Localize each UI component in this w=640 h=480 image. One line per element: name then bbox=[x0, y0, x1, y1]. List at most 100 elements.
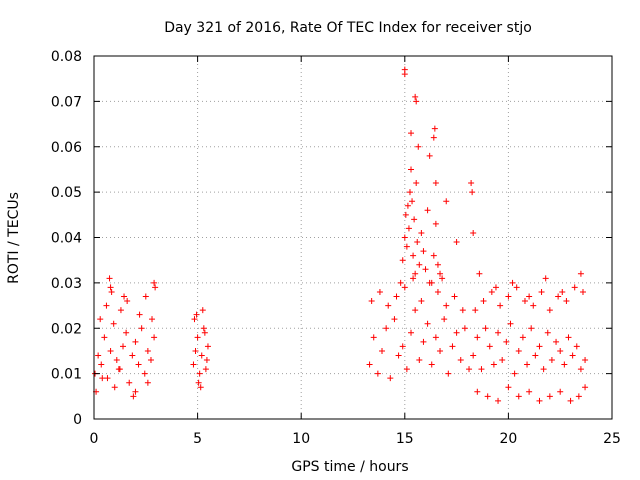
data-point bbox=[441, 316, 448, 323]
data-point bbox=[97, 316, 104, 323]
data-point bbox=[135, 361, 142, 368]
data-point bbox=[95, 352, 102, 359]
data-point bbox=[136, 311, 143, 318]
data-point bbox=[569, 352, 576, 359]
x-tick-label: 15 bbox=[396, 431, 414, 447]
data-point bbox=[404, 202, 411, 209]
data-point bbox=[370, 334, 377, 341]
data-point bbox=[515, 393, 522, 400]
data-point bbox=[577, 270, 584, 277]
data-point bbox=[195, 379, 202, 386]
data-point bbox=[151, 279, 158, 286]
data-point bbox=[430, 252, 437, 259]
data-point bbox=[408, 166, 415, 173]
data-point bbox=[563, 298, 570, 305]
data-point bbox=[103, 302, 110, 309]
data-point bbox=[559, 288, 566, 295]
data-point bbox=[484, 393, 491, 400]
data-point bbox=[557, 347, 564, 354]
data-point bbox=[192, 347, 199, 354]
data-point bbox=[445, 370, 452, 377]
data-point bbox=[492, 284, 499, 291]
data-point bbox=[412, 307, 419, 314]
data-point bbox=[200, 325, 207, 332]
data-point bbox=[571, 284, 578, 291]
data-point bbox=[439, 275, 446, 282]
data-point bbox=[532, 352, 539, 359]
data-point bbox=[101, 334, 108, 341]
data-point bbox=[478, 366, 485, 373]
data-point bbox=[469, 189, 476, 196]
data-point bbox=[466, 366, 473, 373]
data-point bbox=[408, 130, 415, 137]
data-point bbox=[432, 220, 439, 227]
data-point bbox=[561, 361, 568, 368]
grid-lines bbox=[94, 56, 612, 419]
data-point bbox=[443, 198, 450, 205]
data-point bbox=[379, 347, 386, 354]
y-tick-label: 0.05 bbox=[51, 185, 82, 201]
data-point bbox=[190, 361, 197, 368]
data-point bbox=[197, 384, 204, 391]
data-point bbox=[457, 357, 464, 364]
data-point bbox=[546, 393, 553, 400]
data-point bbox=[399, 343, 406, 350]
data-point bbox=[132, 338, 139, 345]
data-point bbox=[202, 366, 209, 373]
x-tick-label: 20 bbox=[499, 431, 517, 447]
data-point bbox=[495, 329, 502, 336]
data-point bbox=[546, 307, 553, 314]
y-tick-label: 0.02 bbox=[51, 321, 82, 337]
data-point bbox=[99, 375, 106, 382]
data-point bbox=[111, 384, 118, 391]
data-point bbox=[129, 352, 136, 359]
y-tick-label: 0.04 bbox=[51, 231, 82, 247]
data-point bbox=[413, 180, 420, 187]
data-point bbox=[499, 357, 506, 364]
data-point bbox=[542, 275, 549, 282]
data-point bbox=[567, 397, 574, 404]
data-point bbox=[410, 275, 417, 282]
data-point bbox=[519, 334, 526, 341]
data-point bbox=[526, 388, 533, 395]
data-point bbox=[420, 338, 427, 345]
axis-ticks bbox=[93, 55, 613, 420]
x-axis-label: GPS time / hours bbox=[291, 459, 408, 475]
data-point bbox=[110, 320, 117, 327]
data-point bbox=[505, 293, 512, 300]
data-point bbox=[193, 311, 200, 318]
chart-title: Day 321 of 2016, Rate Of TEC Index for r… bbox=[164, 20, 532, 36]
data-point bbox=[524, 361, 531, 368]
data-point bbox=[393, 293, 400, 300]
data-point bbox=[108, 288, 115, 295]
data-point bbox=[401, 71, 408, 78]
data-point bbox=[397, 279, 404, 286]
data-point bbox=[191, 316, 198, 323]
data-point bbox=[434, 261, 441, 268]
data-point bbox=[203, 357, 210, 364]
data-point bbox=[115, 366, 122, 373]
data-point bbox=[405, 225, 412, 232]
data-point bbox=[437, 347, 444, 354]
data-point bbox=[505, 384, 512, 391]
data-point bbox=[415, 143, 422, 150]
data-point bbox=[530, 302, 537, 309]
data-point bbox=[368, 298, 375, 305]
data-point bbox=[495, 397, 502, 404]
data-point bbox=[418, 298, 425, 305]
data-point bbox=[410, 252, 417, 259]
data-point bbox=[144, 379, 151, 386]
data-point bbox=[482, 325, 489, 332]
data-point bbox=[521, 298, 528, 305]
data-point bbox=[503, 338, 510, 345]
data-point bbox=[511, 370, 518, 377]
data-point bbox=[490, 361, 497, 368]
data-point bbox=[528, 325, 535, 332]
data-point bbox=[449, 343, 456, 350]
data-point bbox=[509, 279, 516, 286]
data-point bbox=[147, 357, 154, 364]
y-tick-label: 0.06 bbox=[51, 140, 82, 156]
data-point bbox=[411, 216, 418, 223]
data-point bbox=[553, 338, 560, 345]
data-point bbox=[430, 134, 437, 141]
